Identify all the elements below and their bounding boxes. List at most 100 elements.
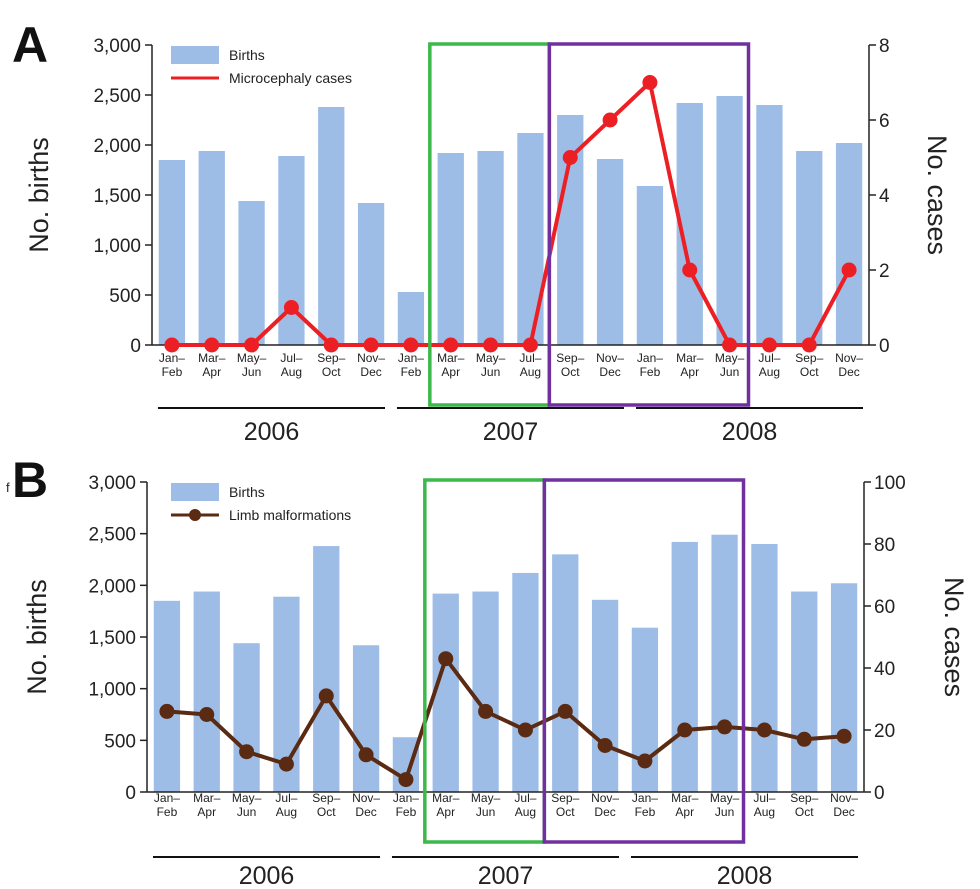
y2-axis-title: No. cases [922,135,952,255]
cases-point [398,772,414,788]
births-bar [636,186,664,345]
cases-point [318,688,334,704]
cases-point [517,722,533,738]
category-label: Mar– Apr [193,791,221,819]
panel-b: B 0 500 1,000 1,500 2,000 2,500 3,000 0 20 40 60 80 1… [12,452,969,889]
left-tick-label: 1,500 [93,186,141,207]
cases-point [358,747,374,763]
category-label: May– Jun [237,351,267,379]
births-bar [472,591,499,792]
panel-letter: A [12,17,48,73]
category-label: Nov– Dec [591,791,619,819]
births-bar [517,133,544,345]
cases-point [443,337,459,353]
left-tick-label: 500 [104,731,136,752]
births-bar [716,96,743,345]
year-label: 2006 [244,418,300,446]
category-label: Jan– Feb [154,791,180,819]
panel-letter: B [12,452,48,508]
cases-point [722,337,738,353]
cases-point [323,337,339,353]
right-tick-label: 8 [879,36,890,57]
cases-point [836,728,852,744]
year-label: 2007 [478,862,534,889]
category-label: May– Jun [476,351,506,379]
y-axis-title: No. births [22,579,52,695]
category-label: May– Jun [715,351,745,379]
births-bar [591,599,619,792]
births-bar [835,143,863,345]
category-label: Jan– Feb [398,351,424,379]
births-bar [193,591,220,792]
legend-cases-label: Microcephaly cases [229,70,352,86]
right-tick-label: 4 [879,186,890,207]
births-bar [432,593,459,792]
births-bar [437,153,464,345]
right-tick-label: 60 [874,597,895,618]
cases-point [796,731,812,747]
cases-point [801,337,817,353]
cases-point [761,337,777,353]
births-bar [791,591,818,792]
category-label: May– Jun [232,791,262,819]
category-label: Jan– Feb [632,791,658,819]
left-tick-label: 3,000 [88,473,136,494]
left-tick-label: 2,000 [88,576,136,597]
left-tick-label: 2,500 [93,86,141,107]
category-label: Sep– Oct [317,351,345,379]
cases-point [682,262,698,278]
births-bar [397,292,425,345]
cases-point [244,337,260,353]
category-label: Sep– Oct [790,791,818,819]
births-bar [158,160,186,345]
births-bar [153,600,181,792]
cases-point [602,112,618,128]
legend-births-label: Births [229,47,265,63]
cases-point [597,738,613,753]
cases-point [637,753,653,769]
left-tick-label: 1,500 [88,628,136,649]
left-tick-label: 0 [130,336,141,357]
category-label: Sep– Oct [556,351,584,379]
category-label: Jul– Aug [275,791,297,819]
left-tick-label: 0 [125,783,136,804]
births-bar [751,544,778,792]
cases-point [164,337,180,353]
left-tick-label: 2,000 [93,136,141,157]
cases-point [283,300,299,315]
legend-cases-label: Limb malformations [229,507,351,523]
births-bar [477,151,504,345]
cases-point [642,75,658,90]
category-label: Jul– Aug [519,351,541,379]
births-bar [238,201,265,345]
stray-text: f [6,480,10,495]
highlight-box [542,478,746,844]
left-tick-label: 1,000 [93,236,141,257]
highlight-box [547,42,751,407]
left-tick-label: 3,000 [93,36,141,57]
category-label: Nov– Dec [835,351,863,379]
right-tick-label: 20 [874,721,895,742]
cases-point [199,707,215,722]
cases-point [717,719,733,735]
category-label: Mar– Apr [432,791,460,819]
cases-point [557,703,573,719]
cases-point [483,337,499,353]
right-tick-label: 100 [874,473,906,494]
births-bar [756,105,783,345]
category-label: Mar– Apr [676,351,704,379]
births-bar [671,541,698,792]
cases-point [677,722,693,738]
year-label: 2008 [717,862,773,889]
category-label: Jan– Feb [637,351,663,379]
left-tick-label: 500 [109,286,141,307]
cases-point [438,651,454,667]
cases-point [841,262,857,278]
right-tick-label: 2 [879,261,890,282]
category-label: May– Jun [471,791,501,819]
category-label: Mar– Apr [437,351,465,379]
births-bar [352,645,380,792]
category-label: Nov– Dec [830,791,858,819]
births-bar [552,554,579,792]
category-label: Mar– Apr [671,791,699,819]
